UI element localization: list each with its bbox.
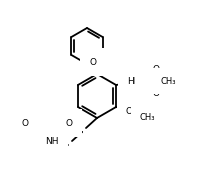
- Text: O: O: [89, 58, 96, 66]
- Text: O: O: [21, 119, 28, 128]
- Text: CH₃: CH₃: [159, 77, 175, 86]
- Text: O: O: [152, 65, 159, 73]
- Text: O: O: [65, 118, 72, 128]
- Text: O: O: [152, 89, 159, 98]
- Text: S: S: [146, 76, 153, 86]
- Text: HN: HN: [127, 77, 140, 86]
- Text: O: O: [125, 107, 132, 116]
- Text: NH: NH: [45, 137, 59, 146]
- Text: CH₃: CH₃: [139, 112, 154, 121]
